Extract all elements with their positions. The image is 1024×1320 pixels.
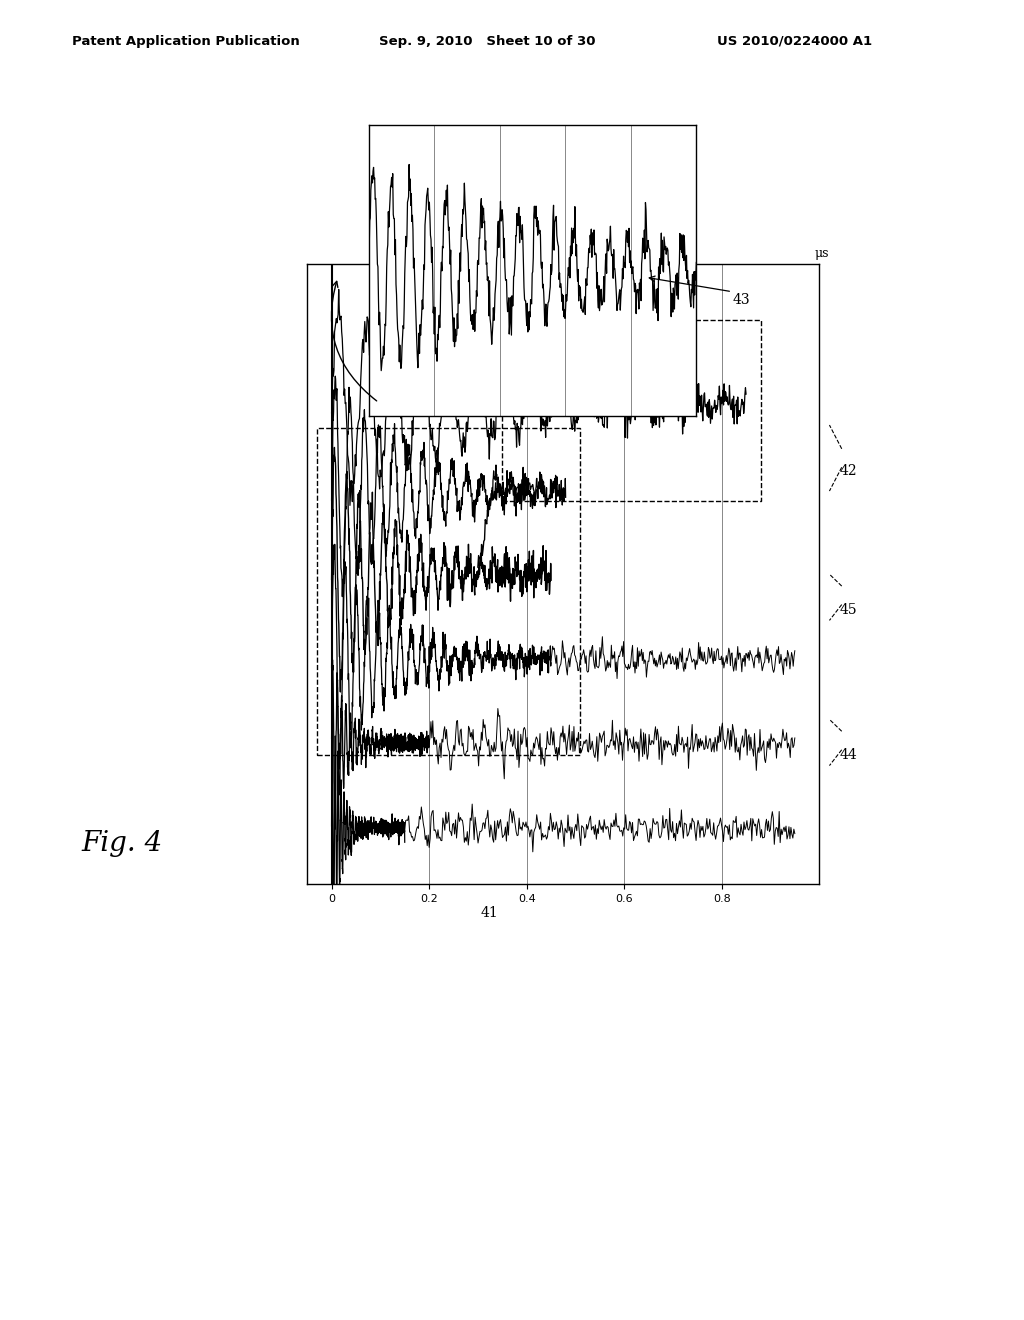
- Text: Fig. 4: Fig. 4: [82, 830, 163, 858]
- Text: Patent Application Publication: Patent Application Publication: [72, 34, 299, 48]
- Text: 42: 42: [840, 465, 857, 478]
- X-axis label: μs: μs: [555, 251, 571, 264]
- Text: Sep. 9, 2010   Sheet 10 of 30: Sep. 9, 2010 Sheet 10 of 30: [379, 34, 595, 48]
- Text: μs: μs: [814, 247, 828, 260]
- Text: 44: 44: [840, 748, 857, 762]
- FancyArrowPatch shape: [332, 281, 377, 401]
- Text: 43: 43: [732, 293, 750, 306]
- Text: US 2010/0224000 A1: US 2010/0224000 A1: [717, 34, 871, 48]
- Text: 41: 41: [480, 907, 499, 920]
- Text: 45: 45: [840, 603, 857, 616]
